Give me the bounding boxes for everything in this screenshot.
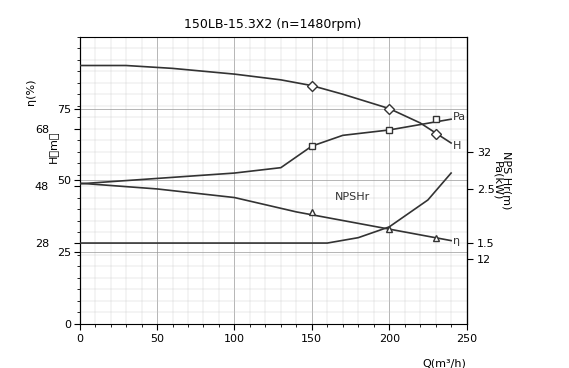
Y-axis label: Pa(kW): Pa(kW) [492, 161, 502, 200]
Text: NPSHr: NPSHr [335, 192, 370, 202]
Text: η(%): η(%) [26, 79, 36, 105]
Text: H（m）: H（m） [48, 131, 59, 163]
Text: H: H [453, 141, 461, 151]
Y-axis label: NPS Hr(m): NPS Hr(m) [501, 151, 512, 209]
Text: Q(m³/h): Q(m³/h) [423, 358, 467, 368]
Text: Pa: Pa [453, 112, 466, 121]
Text: η: η [453, 236, 460, 245]
Title: 150LB-15.3X2 (n=1480rpm): 150LB-15.3X2 (n=1480rpm) [184, 18, 362, 32]
